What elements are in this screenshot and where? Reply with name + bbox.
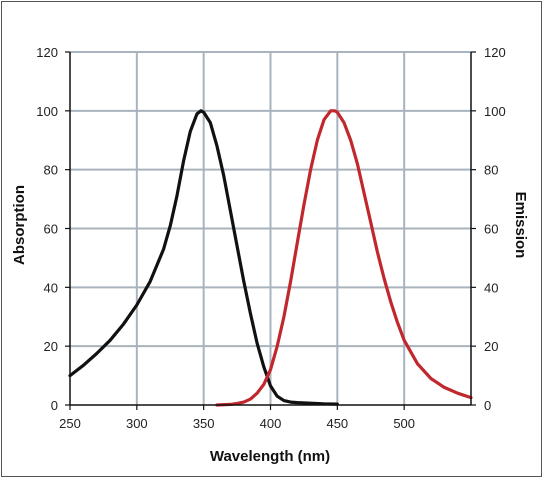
right-tick-label-100: 100 [484,104,506,119]
right-tick-label-60: 60 [484,222,498,237]
left-tick-label-0: 0 [51,398,58,413]
left-axis-title: Absorption [11,185,28,265]
x-tick-label-250: 250 [59,416,81,431]
x-tick-label-450: 450 [326,416,348,431]
left-tick-label-100: 100 [36,104,58,119]
series-line-emission [215,109,473,407]
x-tick-label-350: 350 [193,416,215,431]
series-line-absorption [68,109,339,406]
left-tick-label-60: 60 [44,222,58,237]
x-tick-label-300: 300 [126,416,148,431]
right-tick-label-0: 0 [484,398,491,413]
series-lines [68,109,473,407]
tick-labels: 0 0 20 20 40 40 60 60 80 80 100 100 120 120 250 300 350 4… [36,45,505,431]
x-tick-label-500: 500 [393,416,415,431]
left-tick-label-40: 40 [44,280,58,295]
left-tick-label-80: 80 [44,163,58,178]
x-tick-label-400: 400 [260,416,282,431]
left-tick-label-120: 120 [36,45,58,60]
x-axis-title: Wavelength (nm) [210,448,330,465]
right-axis-title: Emission [512,192,529,259]
axes [65,51,476,410]
right-tick-label-80: 80 [484,163,498,178]
left-tick-label-20: 20 [44,339,58,354]
right-tick-label-20: 20 [484,339,498,354]
right-tick-label-40: 40 [484,280,498,295]
right-tick-label-120: 120 [484,45,506,60]
